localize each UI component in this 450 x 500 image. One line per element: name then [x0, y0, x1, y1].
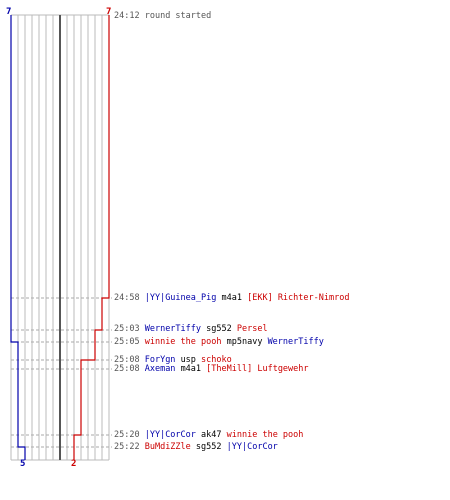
event-killer: |YY|Guinea_Pig — [144, 293, 217, 303]
red-team-count-path — [73, 15, 110, 460]
event-victim: |YY|CorCor — [226, 442, 278, 452]
kill-event: 25:20 |YY|CorCor ak47 winnie the pooh — [114, 430, 303, 440]
event-victim: [TheMill] Luftgewehr — [206, 364, 309, 374]
timeline-grid — [10, 14, 110, 461]
event-victim: [EKK] Richter-Nimrod — [247, 293, 350, 303]
event-weapon: sg552 — [195, 442, 222, 452]
kill-event: 25:03 WernerTiffy sg552 Persel — [114, 324, 268, 334]
event-weapon: m4a1 — [221, 293, 242, 303]
event-killer: winnie the pooh — [144, 337, 222, 347]
kill-event: 24:58 |YY|Guinea_Pig m4a1 [EKK] Richter-… — [114, 293, 349, 303]
event-victim: Persel — [236, 324, 268, 334]
kill-event: 25:08 Axeman m4a1 [TheMill] Luftgewehr — [114, 364, 309, 374]
red-start-count: 7 — [106, 7, 112, 17]
event-time: 24:58 — [114, 293, 140, 303]
kill-event: 25:22 BuMdiZZle sg552 |YY|CorCor — [114, 442, 278, 452]
event-victim: WernerTiffy — [267, 337, 324, 347]
event-time: 24:12 — [114, 11, 140, 21]
blue-team-count-path — [10, 15, 26, 460]
event-guide-lines — [11, 297, 112, 448]
event-killer: ForYgn — [144, 355, 176, 365]
event-time: 25:20 — [114, 430, 140, 440]
event-time: 25:03 — [114, 324, 140, 334]
event-round-start: 24:12 round started — [114, 11, 211, 21]
event-time: 25:05 — [114, 337, 140, 347]
event-time: 25:08 — [114, 355, 140, 365]
event-killer: Axeman — [144, 364, 176, 374]
event-weapon: sg552 — [206, 324, 232, 334]
kill-event: 25:08 ForYgn usp schoko — [114, 355, 232, 365]
blue-start-count: 7 — [6, 7, 12, 17]
team-count-paths — [10, 15, 110, 460]
event-time: 25:22 — [114, 442, 140, 452]
event-time: 25:08 — [114, 364, 140, 374]
red-end-count: 2 — [71, 459, 77, 469]
blue-end-count: 5 — [20, 459, 26, 469]
event-victim: winnie the pooh — [226, 430, 304, 440]
event-text: round started — [144, 11, 212, 21]
event-killer: |YY|CorCor — [144, 430, 196, 440]
event-weapon: usp — [180, 355, 196, 365]
event-killer: BuMdiZZle — [144, 442, 191, 452]
event-killer: WernerTiffy — [144, 324, 202, 334]
event-weapon: mp5navy — [226, 337, 263, 347]
kill-event: 25:05 winnie the pooh mp5navy WernerTiff… — [114, 337, 324, 347]
event-victim: schoko — [201, 355, 232, 365]
event-weapon: m4a1 — [180, 364, 202, 374]
event-weapon: ak47 — [201, 430, 222, 440]
